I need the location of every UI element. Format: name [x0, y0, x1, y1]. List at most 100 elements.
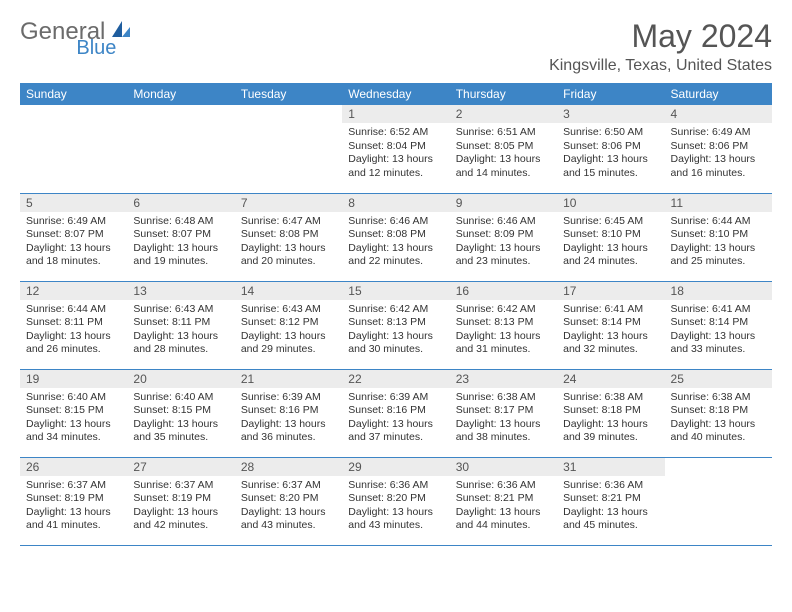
day-details: Sunrise: 6:36 AMSunset: 8:21 PMDaylight:…: [450, 476, 557, 538]
day-number: 24: [557, 370, 664, 388]
calendar-cell: 3Sunrise: 6:50 AMSunset: 8:06 PMDaylight…: [557, 105, 664, 193]
day-number: 12: [20, 282, 127, 300]
logo-text-blue: Blue: [76, 37, 116, 60]
day-details: Sunrise: 6:49 AMSunset: 8:06 PMDaylight:…: [665, 123, 772, 185]
month-title: May 2024: [549, 18, 772, 55]
day-number: 15: [342, 282, 449, 300]
calendar-cell: 27Sunrise: 6:37 AMSunset: 8:19 PMDayligh…: [127, 457, 234, 545]
day-number: 19: [20, 370, 127, 388]
day-number: 27: [127, 458, 234, 476]
day-number: 5: [20, 194, 127, 212]
weekday-header: Thursday: [450, 83, 557, 105]
weekday-header: Tuesday: [235, 83, 342, 105]
day-details: Sunrise: 6:49 AMSunset: 8:07 PMDaylight:…: [20, 212, 127, 274]
day-number: 13: [127, 282, 234, 300]
logo: General Blue: [20, 18, 176, 46]
page-header: General Blue May 2024 Kingsville, Texas,…: [20, 18, 772, 75]
calendar-cell: 16Sunrise: 6:42 AMSunset: 8:13 PMDayligh…: [450, 281, 557, 369]
weekday-header: Saturday: [665, 83, 772, 105]
day-number: 21: [235, 370, 342, 388]
day-number: 6: [127, 194, 234, 212]
calendar-cell: 26Sunrise: 6:37 AMSunset: 8:19 PMDayligh…: [20, 457, 127, 545]
calendar-cell: 28Sunrise: 6:37 AMSunset: 8:20 PMDayligh…: [235, 457, 342, 545]
day-number: 2: [450, 105, 557, 123]
day-details: Sunrise: 6:40 AMSunset: 8:15 PMDaylight:…: [127, 388, 234, 450]
calendar-cell: 18Sunrise: 6:41 AMSunset: 8:14 PMDayligh…: [665, 281, 772, 369]
calendar-cell: 12Sunrise: 6:44 AMSunset: 8:11 PMDayligh…: [20, 281, 127, 369]
calendar-cell: 17Sunrise: 6:41 AMSunset: 8:14 PMDayligh…: [557, 281, 664, 369]
day-number: 29: [342, 458, 449, 476]
day-number: 3: [557, 105, 664, 123]
calendar-cell: [665, 457, 772, 545]
day-details: Sunrise: 6:45 AMSunset: 8:10 PMDaylight:…: [557, 212, 664, 274]
day-details: Sunrise: 6:43 AMSunset: 8:12 PMDaylight:…: [235, 300, 342, 362]
day-details: Sunrise: 6:39 AMSunset: 8:16 PMDaylight:…: [342, 388, 449, 450]
calendar-cell: 20Sunrise: 6:40 AMSunset: 8:15 PMDayligh…: [127, 369, 234, 457]
day-number: 4: [665, 105, 772, 123]
calendar-table: SundayMondayTuesdayWednesdayThursdayFrid…: [20, 83, 772, 546]
calendar-body: 1Sunrise: 6:52 AMSunset: 8:04 PMDaylight…: [20, 105, 772, 545]
calendar-cell: 29Sunrise: 6:36 AMSunset: 8:20 PMDayligh…: [342, 457, 449, 545]
calendar-cell: 21Sunrise: 6:39 AMSunset: 8:16 PMDayligh…: [235, 369, 342, 457]
day-number: 18: [665, 282, 772, 300]
day-number: 20: [127, 370, 234, 388]
calendar-row: 19Sunrise: 6:40 AMSunset: 8:15 PMDayligh…: [20, 369, 772, 457]
calendar-cell: 19Sunrise: 6:40 AMSunset: 8:15 PMDayligh…: [20, 369, 127, 457]
calendar-cell: 30Sunrise: 6:36 AMSunset: 8:21 PMDayligh…: [450, 457, 557, 545]
weekday-header: Wednesday: [342, 83, 449, 105]
day-details: Sunrise: 6:36 AMSunset: 8:20 PMDaylight:…: [342, 476, 449, 538]
day-details: Sunrise: 6:38 AMSunset: 8:17 PMDaylight:…: [450, 388, 557, 450]
day-details: Sunrise: 6:44 AMSunset: 8:10 PMDaylight:…: [665, 212, 772, 274]
calendar-cell: 2Sunrise: 6:51 AMSunset: 8:05 PMDaylight…: [450, 105, 557, 193]
day-number: 11: [665, 194, 772, 212]
calendar-cell: [235, 105, 342, 193]
day-number: 1: [342, 105, 449, 123]
day-number: 22: [342, 370, 449, 388]
day-number: 30: [450, 458, 557, 476]
calendar-cell: 4Sunrise: 6:49 AMSunset: 8:06 PMDaylight…: [665, 105, 772, 193]
day-details: Sunrise: 6:36 AMSunset: 8:21 PMDaylight:…: [557, 476, 664, 538]
location-text: Kingsville, Texas, United States: [549, 57, 772, 75]
day-number: 28: [235, 458, 342, 476]
day-details: Sunrise: 6:51 AMSunset: 8:05 PMDaylight:…: [450, 123, 557, 185]
day-details: Sunrise: 6:43 AMSunset: 8:11 PMDaylight:…: [127, 300, 234, 362]
calendar-row: 12Sunrise: 6:44 AMSunset: 8:11 PMDayligh…: [20, 281, 772, 369]
calendar-cell: 6Sunrise: 6:48 AMSunset: 8:07 PMDaylight…: [127, 193, 234, 281]
calendar-cell: 25Sunrise: 6:38 AMSunset: 8:18 PMDayligh…: [665, 369, 772, 457]
calendar-cell: 5Sunrise: 6:49 AMSunset: 8:07 PMDaylight…: [20, 193, 127, 281]
day-details: Sunrise: 6:42 AMSunset: 8:13 PMDaylight:…: [342, 300, 449, 362]
day-number: 31: [557, 458, 664, 476]
day-details: Sunrise: 6:41 AMSunset: 8:14 PMDaylight:…: [557, 300, 664, 362]
calendar-cell: [127, 105, 234, 193]
weekday-header: Friday: [557, 83, 664, 105]
day-details: Sunrise: 6:38 AMSunset: 8:18 PMDaylight:…: [665, 388, 772, 450]
calendar-cell: 1Sunrise: 6:52 AMSunset: 8:04 PMDaylight…: [342, 105, 449, 193]
day-details: Sunrise: 6:37 AMSunset: 8:20 PMDaylight:…: [235, 476, 342, 538]
day-details: Sunrise: 6:44 AMSunset: 8:11 PMDaylight:…: [20, 300, 127, 362]
day-number: 17: [557, 282, 664, 300]
calendar-cell: 10Sunrise: 6:45 AMSunset: 8:10 PMDayligh…: [557, 193, 664, 281]
day-number: 7: [235, 194, 342, 212]
day-details: Sunrise: 6:37 AMSunset: 8:19 PMDaylight:…: [127, 476, 234, 538]
day-number: 9: [450, 194, 557, 212]
day-details: Sunrise: 6:46 AMSunset: 8:08 PMDaylight:…: [342, 212, 449, 274]
day-details: Sunrise: 6:52 AMSunset: 8:04 PMDaylight:…: [342, 123, 449, 185]
day-details: Sunrise: 6:42 AMSunset: 8:13 PMDaylight:…: [450, 300, 557, 362]
day-number: 25: [665, 370, 772, 388]
day-details: Sunrise: 6:40 AMSunset: 8:15 PMDaylight:…: [20, 388, 127, 450]
day-details: Sunrise: 6:38 AMSunset: 8:18 PMDaylight:…: [557, 388, 664, 450]
day-number: 14: [235, 282, 342, 300]
day-details: Sunrise: 6:39 AMSunset: 8:16 PMDaylight:…: [235, 388, 342, 450]
day-number: 10: [557, 194, 664, 212]
day-number: 23: [450, 370, 557, 388]
calendar-cell: 22Sunrise: 6:39 AMSunset: 8:16 PMDayligh…: [342, 369, 449, 457]
calendar-cell: 14Sunrise: 6:43 AMSunset: 8:12 PMDayligh…: [235, 281, 342, 369]
calendar-row: 26Sunrise: 6:37 AMSunset: 8:19 PMDayligh…: [20, 457, 772, 545]
calendar-cell: 9Sunrise: 6:46 AMSunset: 8:09 PMDaylight…: [450, 193, 557, 281]
day-details: Sunrise: 6:41 AMSunset: 8:14 PMDaylight:…: [665, 300, 772, 362]
day-number: 16: [450, 282, 557, 300]
weekday-header-row: SundayMondayTuesdayWednesdayThursdayFrid…: [20, 83, 772, 105]
weekday-header: Sunday: [20, 83, 127, 105]
calendar-cell: 7Sunrise: 6:47 AMSunset: 8:08 PMDaylight…: [235, 193, 342, 281]
calendar-row: 5Sunrise: 6:49 AMSunset: 8:07 PMDaylight…: [20, 193, 772, 281]
